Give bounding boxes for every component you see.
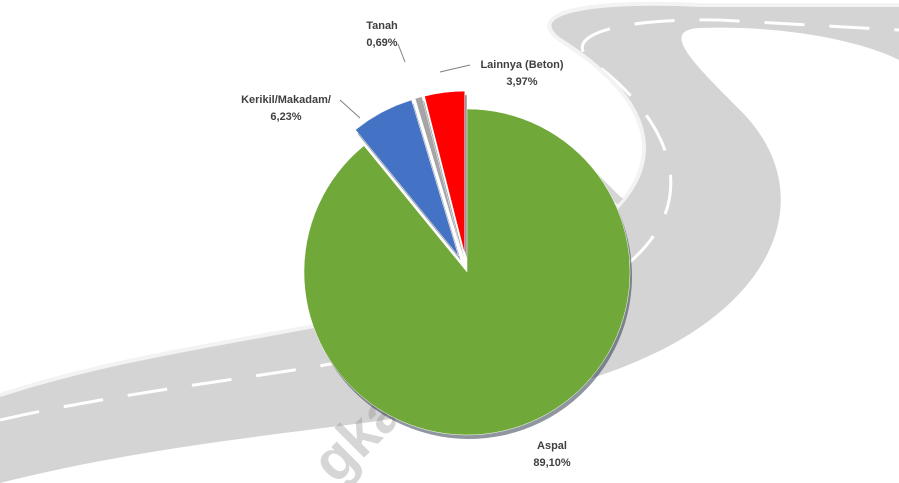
pie-slice bbox=[304, 109, 630, 435]
slice-label: Tanah bbox=[366, 20, 398, 32]
slice-value-label: 3,97% bbox=[506, 76, 537, 88]
slice-label: Lainnya (Beton) bbox=[480, 59, 563, 71]
leader-line bbox=[440, 65, 470, 72]
pie bbox=[304, 91, 632, 439]
leader-line bbox=[340, 100, 360, 118]
slice-value-label: 6,23% bbox=[270, 111, 301, 123]
chart: gkab.bps.go.id Aspal89,10%Kerikil/Makada… bbox=[0, 0, 899, 483]
leader-line bbox=[398, 44, 405, 62]
slice-value-label: 89,10% bbox=[533, 457, 571, 469]
slice-value-label: 0,69% bbox=[366, 37, 397, 49]
slice-label: Aspal bbox=[537, 440, 567, 452]
slice-label: Kerikil/Makadam/ bbox=[241, 94, 331, 106]
